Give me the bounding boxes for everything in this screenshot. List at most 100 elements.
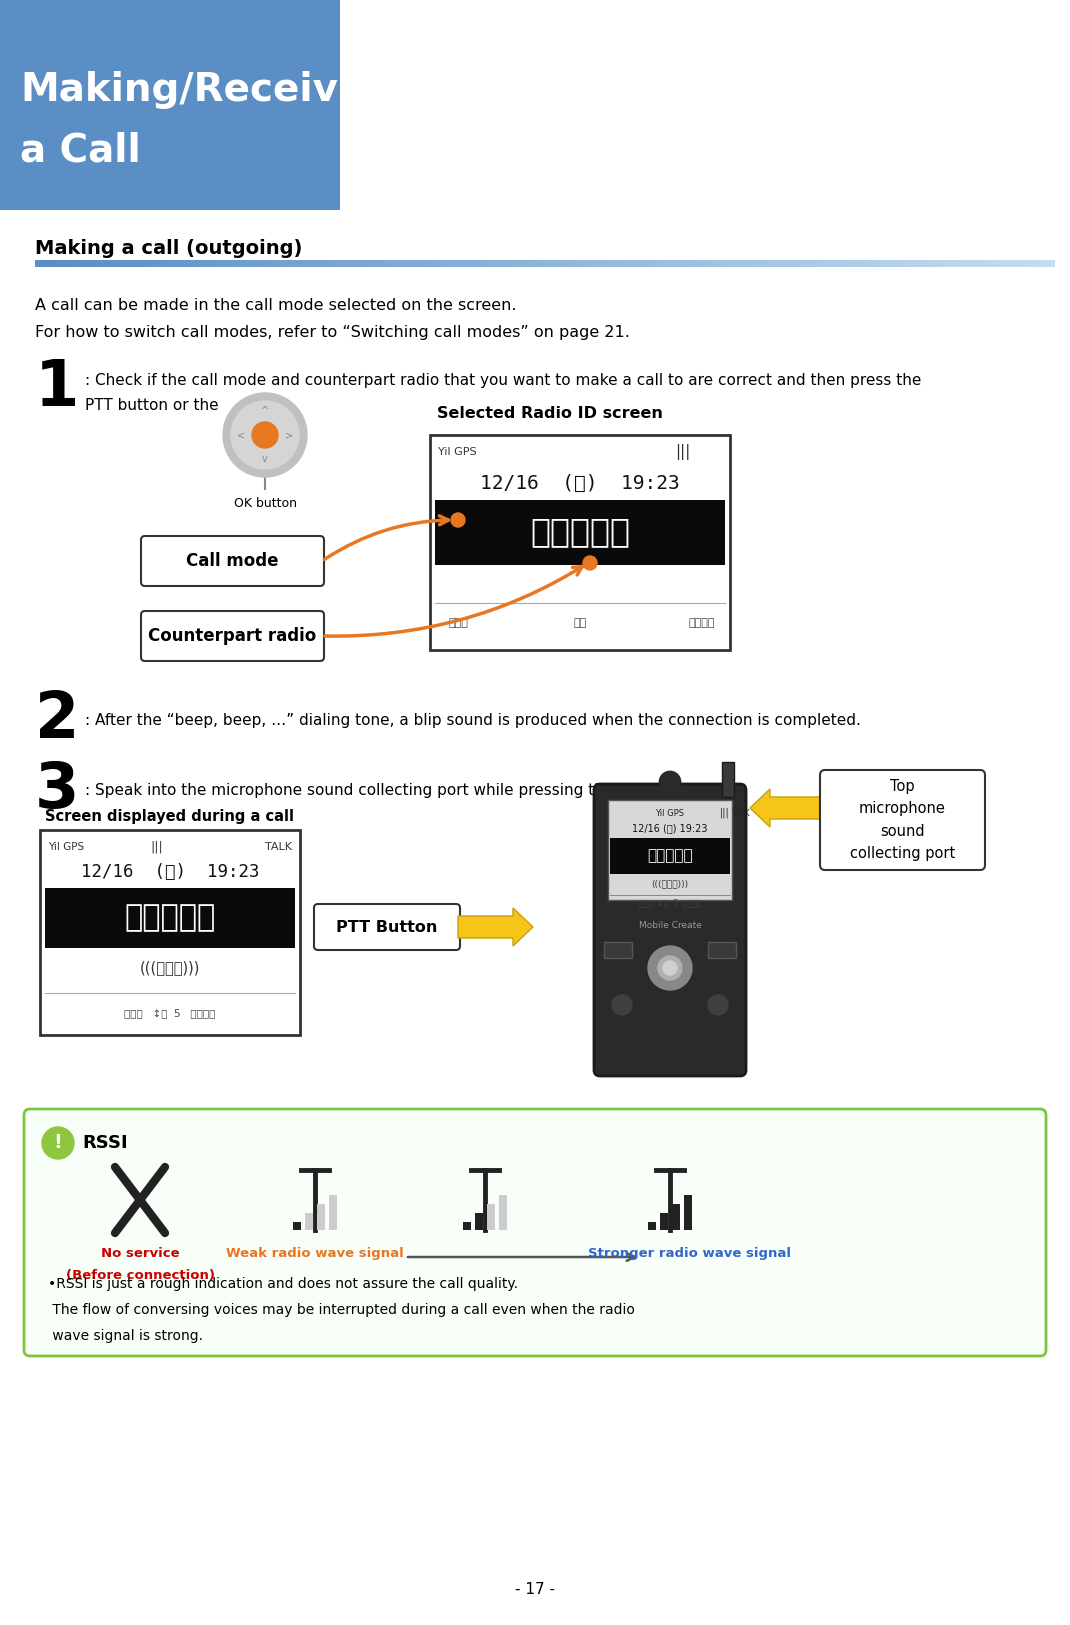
Bar xyxy=(1035,260,1044,266)
Bar xyxy=(499,1194,507,1230)
Bar xyxy=(601,260,612,266)
Bar xyxy=(859,260,870,266)
Bar xyxy=(684,1194,692,1230)
Bar xyxy=(777,260,788,266)
Circle shape xyxy=(231,401,299,470)
Circle shape xyxy=(648,946,692,990)
Text: モード  ↕）  5  メニュー: モード ↕） 5 メニュー xyxy=(639,899,701,907)
Bar xyxy=(715,260,725,266)
Bar xyxy=(722,762,734,796)
Circle shape xyxy=(612,994,632,1016)
Bar xyxy=(478,260,488,266)
Bar xyxy=(365,260,374,266)
Text: 強制: 強制 xyxy=(574,618,586,627)
Text: : After the “beep, beep, …” dialing tone, a blip sound is produced when the conn: : After the “beep, beep, …” dialing tone… xyxy=(85,712,861,728)
Bar xyxy=(40,830,300,1035)
Text: Screen displayed during a call: Screen displayed during a call xyxy=(45,809,294,824)
Bar xyxy=(735,260,746,266)
Bar xyxy=(788,260,797,266)
Bar xyxy=(819,260,828,266)
Bar xyxy=(632,260,643,266)
Bar xyxy=(519,260,530,266)
Text: Mobile Create: Mobile Create xyxy=(639,920,702,929)
Text: PTT button or the: PTT button or the xyxy=(85,398,218,413)
Text: a Call: a Call xyxy=(20,132,141,169)
FancyBboxPatch shape xyxy=(141,536,324,587)
Bar xyxy=(674,260,684,266)
Bar xyxy=(96,260,107,266)
Bar xyxy=(592,260,601,266)
Bar xyxy=(1024,260,1035,266)
Bar xyxy=(457,260,468,266)
Text: 2: 2 xyxy=(35,689,79,751)
Text: 個別１２３: 個別１２３ xyxy=(530,515,630,549)
Text: 個別１２３: 個別１２３ xyxy=(124,904,216,933)
Text: - 17 -: - 17 - xyxy=(515,1583,555,1597)
Bar xyxy=(303,260,314,266)
Text: !: ! xyxy=(54,1134,62,1152)
Text: RSSI: RSSI xyxy=(82,1134,127,1152)
Text: : Speak into the microphone sound collecting port while pressing the PTT button.: : Speak into the microphone sound collec… xyxy=(85,783,706,798)
Bar xyxy=(463,1222,471,1230)
Bar xyxy=(374,260,385,266)
Text: 1: 1 xyxy=(35,358,79,419)
Bar xyxy=(437,260,447,266)
Text: •RSSI is just a rough indication and does not assure the call quality.: •RSSI is just a rough indication and doe… xyxy=(48,1277,518,1290)
Text: 12/16  (火)  19:23: 12/16 (火) 19:23 xyxy=(80,863,259,881)
FancyBboxPatch shape xyxy=(314,904,460,951)
Bar xyxy=(839,260,849,266)
Bar xyxy=(200,260,210,266)
Text: 個別１２３: 個別１２３ xyxy=(647,848,692,863)
Bar xyxy=(35,260,45,266)
Text: Yil GPS: Yil GPS xyxy=(438,447,476,457)
Text: A call can be made in the call mode selected on the screen.: A call can be made in the call mode sele… xyxy=(35,297,517,312)
Bar xyxy=(561,260,570,266)
Bar xyxy=(127,260,138,266)
Bar xyxy=(509,260,519,266)
Bar xyxy=(890,260,901,266)
Bar xyxy=(1013,260,1024,266)
Text: : Check if the call mode and counterpart radio that you want to make a call to a: : Check if the call mode and counterpart… xyxy=(85,372,921,387)
Bar xyxy=(317,1204,325,1230)
FancyArrow shape xyxy=(750,790,825,827)
Bar xyxy=(241,260,251,266)
Bar xyxy=(430,436,730,650)
Bar xyxy=(149,260,158,266)
Bar xyxy=(385,260,396,266)
FancyBboxPatch shape xyxy=(141,611,324,661)
Bar xyxy=(901,260,911,266)
Bar xyxy=(488,260,499,266)
Circle shape xyxy=(253,422,278,448)
Bar xyxy=(272,260,282,266)
Bar xyxy=(540,260,550,266)
Bar xyxy=(797,260,808,266)
Bar xyxy=(756,260,766,266)
Bar xyxy=(705,260,715,266)
Bar xyxy=(983,260,993,266)
FancyBboxPatch shape xyxy=(820,770,985,869)
Circle shape xyxy=(660,772,681,791)
Text: 3: 3 xyxy=(35,759,79,821)
Bar xyxy=(672,1204,681,1230)
Bar xyxy=(643,260,653,266)
Bar xyxy=(251,260,262,266)
Bar xyxy=(952,260,962,266)
Bar xyxy=(220,260,231,266)
FancyBboxPatch shape xyxy=(24,1108,1046,1355)
Bar xyxy=(921,260,931,266)
Circle shape xyxy=(663,960,677,975)
Bar xyxy=(427,260,437,266)
Text: >: > xyxy=(285,431,293,440)
Text: (((通話中))): (((通話中))) xyxy=(140,960,200,975)
Text: 12/16  (火)  19:23: 12/16 (火) 19:23 xyxy=(480,473,679,492)
Bar xyxy=(76,260,87,266)
Bar xyxy=(530,260,540,266)
Text: Making a call (outgoing): Making a call (outgoing) xyxy=(35,239,303,257)
Bar xyxy=(396,260,406,266)
Text: Making/Receiving: Making/Receiving xyxy=(20,72,407,109)
Bar xyxy=(475,1212,483,1230)
Bar xyxy=(416,260,427,266)
Bar xyxy=(849,260,859,266)
Bar xyxy=(292,260,303,266)
Bar xyxy=(328,1194,337,1230)
